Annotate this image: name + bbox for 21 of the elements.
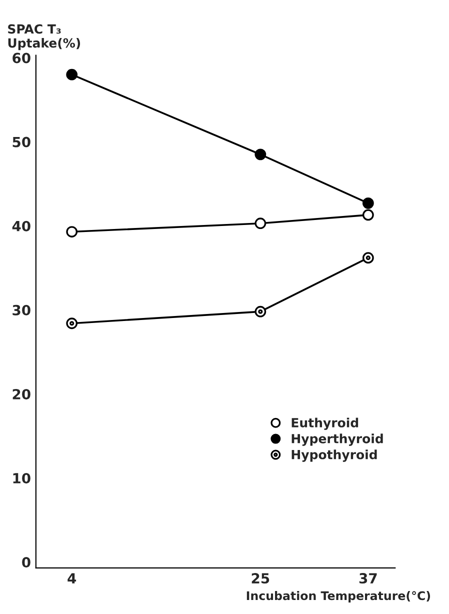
y-tick-label: 0 bbox=[22, 557, 30, 568]
x-tick-label: 25 bbox=[252, 573, 270, 584]
point bbox=[254, 218, 266, 230]
point bbox=[66, 226, 78, 238]
point bbox=[362, 209, 374, 221]
x-axis-title: Incubation Temperature(°C) bbox=[246, 591, 430, 602]
y-tick-label: 40 bbox=[12, 220, 30, 232]
legend-label: Hyperthyroid bbox=[292, 434, 383, 446]
legend-label: Euthyroid bbox=[292, 418, 358, 430]
legend-label: Hypothyroid bbox=[292, 450, 377, 462]
y-tick-label: 60 bbox=[12, 52, 30, 64]
point bbox=[254, 148, 266, 160]
point bbox=[362, 197, 374, 209]
y-axis-title: SPAC T₃ Uptake(%) bbox=[8, 24, 80, 50]
y-tick-label: 50 bbox=[12, 136, 30, 148]
y-tick-label: 30 bbox=[12, 304, 30, 316]
x-tick-label: 37 bbox=[359, 573, 377, 584]
y-tick-label: 10 bbox=[13, 472, 30, 484]
point bbox=[66, 68, 78, 80]
x-tick-label: 4 bbox=[68, 573, 76, 584]
y-tick-label: 20 bbox=[12, 388, 30, 400]
